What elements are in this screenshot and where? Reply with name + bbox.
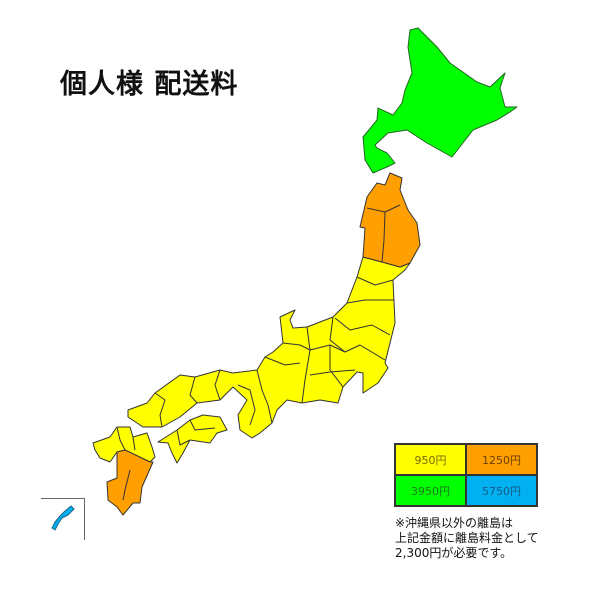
region-hokkaido[interactable]	[362, 27, 518, 174]
okinawa-inset-border-top	[41, 498, 84, 499]
remote-island-note: ※沖縄県以外の離島は 上記金額に離島料金として 2,300円が必要です。	[395, 516, 539, 561]
prefecture-borders	[116, 276, 394, 501]
okinawa-inset-border-right	[84, 498, 85, 540]
legend-1250: 1250円	[466, 444, 537, 475]
note-line-3: 2,300円が必要です。	[395, 546, 513, 560]
note-line-1: ※沖縄県以外の離島は	[395, 516, 514, 530]
border-akita-iwate	[381, 211, 386, 263]
legend-5750: 5750円	[466, 475, 537, 506]
region-okinawa[interactable]	[51, 505, 75, 531]
note-line-2: 上記金額に離島料金として	[395, 531, 539, 545]
region-shikoku[interactable]	[157, 414, 228, 464]
region-honshu[interactable]	[127, 256, 411, 439]
region-south-kyushu[interactable]	[106, 449, 154, 516]
legend-950: 950円	[395, 444, 466, 475]
region-north-kyushu[interactable]	[92, 426, 156, 463]
legend-3950: 3950円	[395, 475, 466, 506]
region-north-tohoku[interactable]	[359, 172, 421, 268]
price-legend: 950円 1250円 3950円 5750円	[394, 443, 538, 507]
page-title: 個人様 配送料	[60, 69, 239, 100]
